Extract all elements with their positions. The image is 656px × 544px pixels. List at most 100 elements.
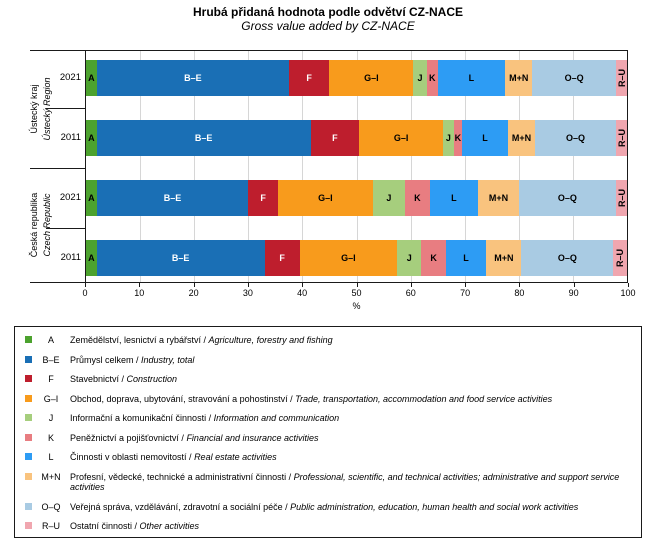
bar-segment: O–Q (521, 240, 614, 276)
legend-item: A Zemědělství, lesnictví a rybářství / Ag… (25, 335, 641, 346)
segment-label: F (306, 73, 312, 83)
legend-code: K (47, 432, 54, 443)
legend-text: Informační a komunikační činnosti / Info… (70, 413, 343, 424)
x-tick (193, 283, 195, 287)
legend-text-english: Agriculture, forestry and fishing (208, 335, 333, 345)
year-label: 2011 (60, 132, 81, 143)
bar-segment: R–U (616, 180, 627, 216)
bar-segment: K (405, 180, 430, 216)
bar-row: A B–E F G–I J K L M+N O–Q R–U (86, 120, 627, 156)
segment-label: B–E (184, 73, 202, 83)
gridline (248, 51, 250, 282)
x-tick (356, 283, 358, 287)
x-tick-label: 30 (242, 288, 253, 298)
segment-label: F (332, 133, 338, 143)
category-separator (46, 108, 85, 109)
bar-segment: G–I (299, 240, 398, 276)
x-tick (85, 283, 86, 287)
segment-label: J (406, 253, 412, 263)
bar-segment: O–Q (534, 120, 617, 156)
gridline (356, 51, 358, 282)
legend-text: Obchod, doprava, ubytování, stravování a… (70, 394, 556, 405)
bar-segment: J (372, 180, 406, 216)
chart-subtitle: Gross value added by CZ-NACE (241, 19, 415, 33)
legend-text-english: Trade, transportation, accommodation and… (295, 393, 553, 404)
bar-segment: L (445, 240, 487, 276)
legend-text-english: Financial and insurance activities (186, 432, 319, 443)
segment-label: O–Q (564, 73, 584, 83)
segment-label: R–U (616, 128, 627, 147)
gridline (140, 51, 142, 282)
bar-row: A B–E F G–I J K L M+N O–Q R–U (86, 240, 627, 276)
segment-label: L (451, 193, 457, 203)
segment-label: O–Q (557, 253, 577, 263)
legend-item: B–E Průmysl celkem / Industry, total (25, 355, 641, 366)
segment-label: R–U (616, 188, 627, 207)
bar-segment: A (86, 240, 97, 276)
legend-text-english: Real estate activities (194, 452, 277, 462)
segment-label: A (88, 253, 95, 263)
segment-label: J (445, 133, 451, 143)
segment-label: L (463, 253, 469, 263)
legend-text-english: Construction (126, 374, 178, 384)
segment-label: G–I (393, 133, 409, 143)
bar-row: A B–E F G–I J K L M+N O–Q R–U (86, 60, 627, 96)
x-tick-label: 100 (620, 288, 636, 298)
bar-segment: R–U (613, 240, 627, 276)
legend-text: Průmysl celkem / Industry, total (70, 355, 198, 366)
bar-segment: J (413, 60, 427, 96)
legend-item: O–Q Veřejná správa, vzdělávání, zdravotní… (25, 502, 641, 513)
legend-text-english: Professional, scientific, and technical … (70, 471, 620, 493)
x-tick (519, 283, 521, 287)
bar-segment: K (453, 120, 462, 156)
bar-segment: J (443, 120, 454, 156)
year-label: 2011 (60, 252, 81, 263)
segment-label: L (468, 73, 475, 83)
group-label-czech: Česká republika (29, 192, 39, 258)
bar-segment: R–U (616, 120, 627, 156)
legend-text: Zemědělství, lesnictví a rybářství / Agr… (70, 335, 337, 346)
bar-segment: J (397, 240, 422, 276)
segment-label: F (260, 193, 266, 203)
bar-segment: L (437, 60, 506, 96)
x-tick-label: 90 (568, 288, 579, 298)
legend-color-swatch (25, 375, 32, 382)
legend-color-swatch (25, 472, 32, 480)
category-separator (46, 228, 85, 229)
bar-segment: F (264, 240, 300, 276)
segment-label: R–U (615, 248, 626, 267)
segment-label: O–Q (557, 193, 577, 203)
category-separator (30, 50, 85, 51)
segment-label: A (88, 133, 95, 143)
bar-segment: B–E (96, 120, 311, 156)
bar-segment: A (86, 60, 97, 96)
legend-item: K Peněžnictví a pojišťovnictví / Financia… (25, 433, 641, 444)
legend-code: G–I (43, 393, 59, 404)
segment-label: J (386, 193, 392, 203)
x-tick (573, 283, 575, 287)
category-separator (30, 282, 85, 283)
legend-text-english: Industry, total (141, 354, 195, 365)
year-label: 2021 (59, 192, 81, 203)
segment-label: K (454, 133, 462, 143)
segment-label: A (88, 73, 95, 83)
legend-item: J Informační a komunikační činnosti / Inf… (25, 413, 641, 424)
gridline (194, 51, 196, 282)
x-tick-label: 70 (460, 288, 471, 298)
segment-label: B–E (163, 193, 182, 203)
legend-text: Veřejná správa, vzdělávání, zdravotní a … (70, 502, 582, 513)
gridline (572, 51, 574, 282)
bar-segment: B–E (96, 240, 265, 276)
x-tick-label: 10 (134, 288, 145, 298)
x-tick-label: 0 (82, 288, 88, 298)
group-label-english: Czech Republic (42, 193, 52, 257)
bar-segment: B–E (96, 60, 289, 96)
x-axis-unit-label: % (352, 301, 361, 311)
segment-label: F (279, 253, 285, 263)
segment-label: G–I (318, 193, 333, 203)
x-tick (139, 283, 141, 287)
gridline (410, 51, 412, 282)
x-tick (628, 283, 629, 287)
bar-segment: F (310, 120, 360, 156)
